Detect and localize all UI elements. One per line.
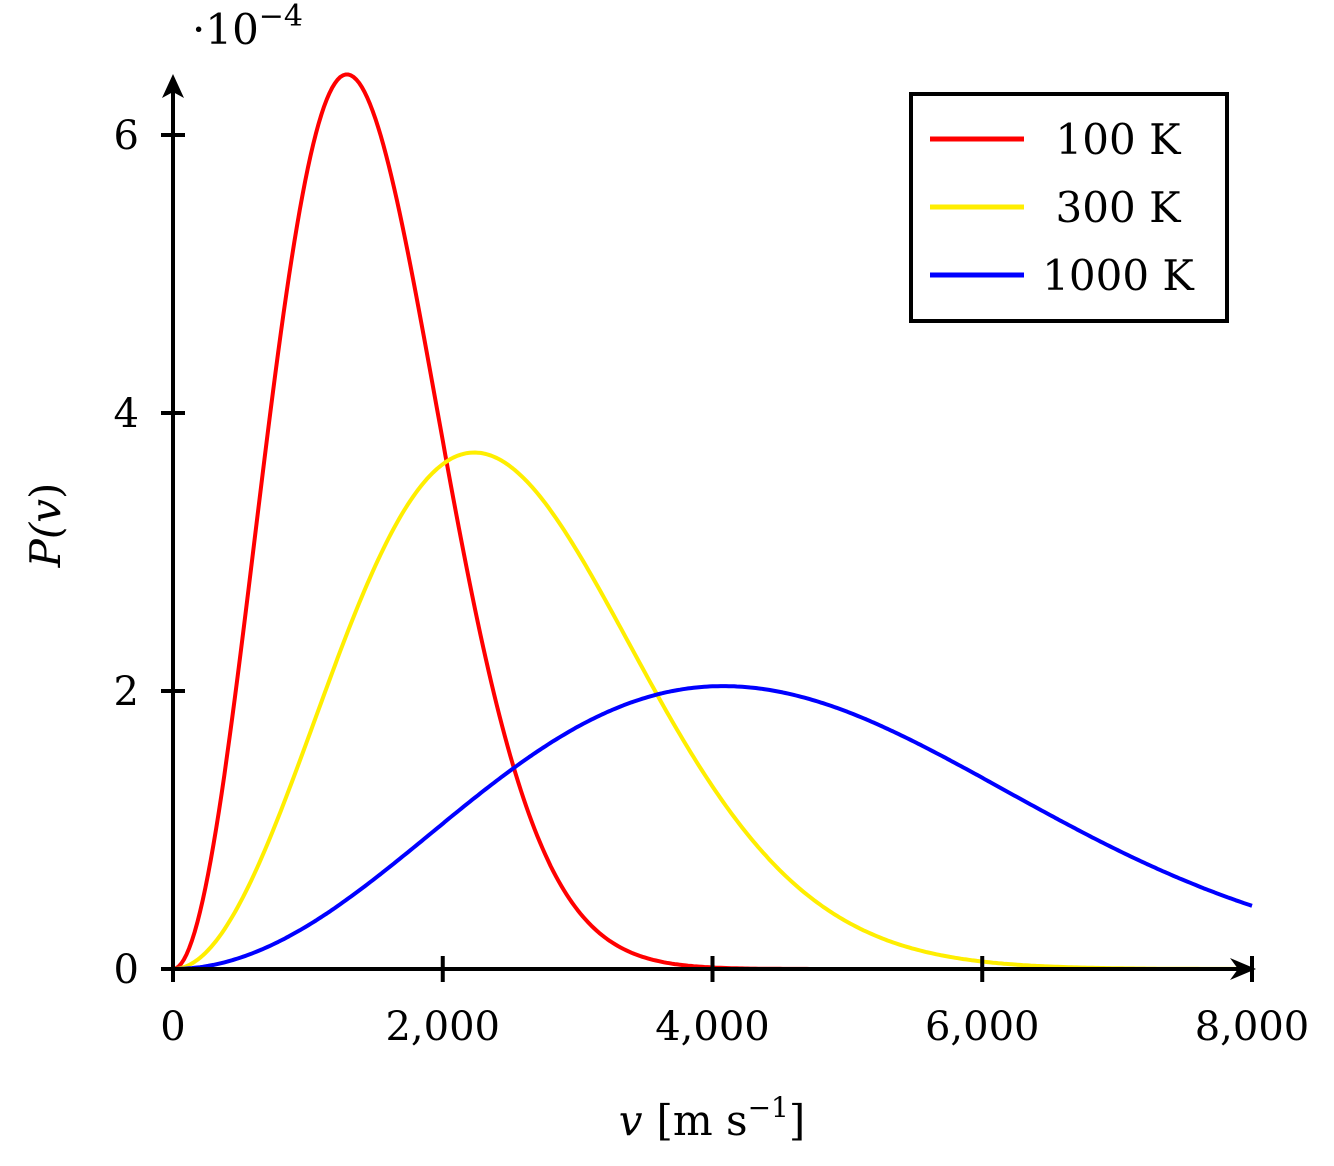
x-tick-label: 4,000 [655,1004,770,1050]
y-tick-label: 2 [114,669,139,715]
legend-label: 100 K [1056,115,1183,164]
y-axis-label: P(v) [21,483,70,569]
legend-label: 1000 K [1042,251,1195,300]
x-tick-label: 0 [160,1004,185,1050]
y-axis-arrow-icon [162,74,184,98]
y-axis: 0 2 4 6 [114,74,185,993]
y-tick-label: 0 [114,947,139,993]
x-tick-label: 8,000 [1195,1004,1310,1050]
series-line-1000k [173,684,1253,971]
legend-label: 300 K [1056,183,1183,232]
x-axis-label: v [m s−1] [619,1091,806,1145]
y-tick-label: 4 [114,391,139,437]
y-scale-note: ·10−4 [192,0,303,54]
x-tick-label: 6,000 [925,1004,1040,1050]
y-tick-label: 6 [114,113,139,159]
x-axis-arrow-icon [1230,958,1256,980]
legend: 100 K 300 K 1000 K [909,92,1229,323]
x-axis: 0 2,000 4,000 6,000 8,000 [160,956,1309,1050]
series-line-300k [172,450,1253,971]
x-tick-label: 2,000 [385,1004,500,1050]
